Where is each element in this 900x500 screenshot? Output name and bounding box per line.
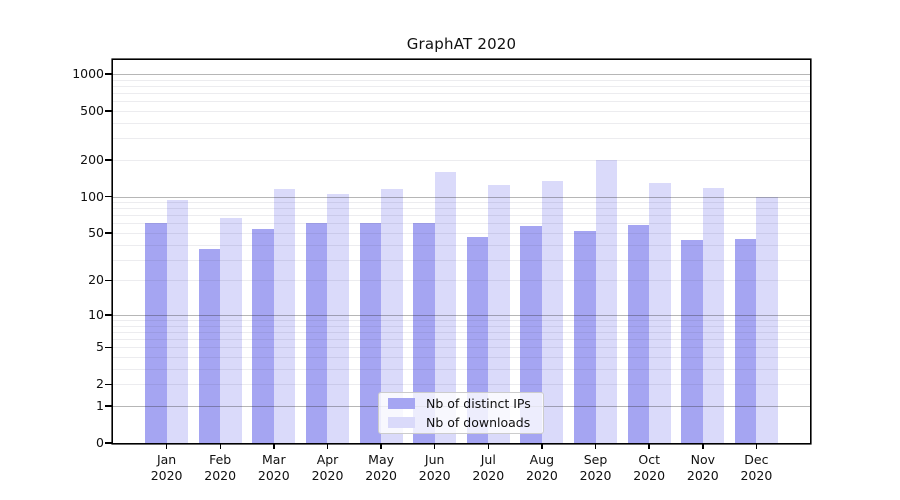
y-tick-mark	[105, 346, 112, 349]
grid-line-minor	[113, 93, 810, 94]
x-tick-label-jul: Jul 2020	[472, 452, 505, 483]
plot-area	[113, 60, 810, 443]
x-tick-label-sep: Sep 2020	[579, 452, 612, 483]
legend-item-distinct-ips: Nb of distinct IPs	[379, 396, 543, 411]
bar-downloads-aug	[541, 181, 564, 443]
x-tick-label-may: May 2020	[365, 452, 397, 483]
grid-line-major	[113, 74, 810, 75]
legend-item-downloads: Nb of downloads	[379, 415, 543, 430]
bar-ips-mar	[252, 229, 274, 443]
y-tick-mark	[105, 442, 112, 444]
x-tick-mark	[755, 444, 758, 449]
x-tick-label-dec: Dec 2020	[740, 452, 773, 483]
bar-ips-sep	[574, 230, 596, 443]
y-tick-mark	[105, 73, 112, 75]
x-tick-label-apr: Apr 2020	[311, 452, 344, 483]
x-tick-mark	[648, 444, 650, 449]
x-tick-mark	[165, 444, 168, 449]
x-tick-mark	[541, 444, 543, 449]
x-tick-mark	[273, 444, 275, 449]
bar-ips-dec	[734, 238, 757, 443]
x-tick-mark	[594, 444, 597, 449]
x-tick-label-jun: Jun 2020	[418, 452, 451, 483]
bar-ips-jan	[145, 222, 167, 443]
y-tick-label: 20	[88, 272, 104, 288]
y-tick-label: 5	[96, 339, 104, 355]
y-tick-label: 0	[96, 435, 104, 450]
x-tick-mark	[702, 444, 704, 449]
y-tick-mark	[105, 159, 112, 161]
legend-label-distinct-ips: Nb of distinct IPs	[426, 396, 531, 411]
x-tick-label-oct: Oct 2020	[633, 452, 666, 483]
bar-downloads-jun	[434, 172, 457, 443]
legend-swatch-ips-icon	[388, 398, 415, 409]
grid-line-minor	[113, 159, 810, 161]
chart-title: GraphAT 2020	[406, 35, 517, 53]
y-tick-mark	[105, 314, 112, 316]
grid-line-minor	[113, 111, 810, 112]
bar-ips-apr	[305, 222, 328, 443]
y-tick-mark	[105, 279, 112, 282]
bar-ips-jun	[413, 223, 435, 443]
y-tick-label: 50	[88, 225, 104, 240]
y-tick-label: 100	[80, 188, 104, 204]
bar-downloads-apr	[327, 194, 349, 443]
legend-swatch-downloads-icon	[388, 417, 415, 428]
y-tick-mark	[105, 405, 112, 407]
y-tick-label: 200	[80, 151, 104, 167]
x-tick-label-jan: Jan 2020	[150, 452, 183, 483]
bar-ips-nov	[681, 239, 703, 443]
x-tick-label-aug: Aug 2020	[525, 452, 558, 483]
legend-label-downloads: Nb of downloads	[426, 415, 531, 430]
y-tick-label: 1	[96, 398, 104, 413]
bar-ips-may	[359, 223, 382, 443]
bar-downloads-nov	[702, 188, 725, 443]
bar-downloads-dec	[756, 196, 778, 443]
x-tick-label-mar: Mar 2020	[257, 452, 290, 483]
bar-ips-aug	[520, 226, 542, 443]
bar-downloads-oct	[649, 183, 671, 443]
x-tick-mark	[433, 444, 436, 449]
y-tick-mark	[105, 110, 112, 112]
x-tick-label-feb: Feb 2020	[204, 452, 237, 483]
y-tick-label: 1000	[72, 66, 104, 81]
bar-downloads-jul	[488, 184, 510, 443]
y-tick-label: 10	[88, 306, 104, 322]
x-tick-mark	[487, 444, 490, 449]
grid-line-minor	[113, 138, 810, 140]
x-tick-label-nov: Nov 2020	[686, 452, 719, 483]
bar-downloads-feb	[220, 218, 242, 443]
bar-downloads-may	[381, 189, 403, 443]
y-tick-mark	[105, 383, 112, 386]
x-tick-mark	[219, 444, 221, 449]
bar-downloads-mar	[273, 189, 296, 443]
y-tick-label: 500	[80, 103, 104, 118]
y-tick-label: 2	[96, 376, 104, 392]
y-tick-mark	[105, 195, 112, 198]
x-tick-mark	[326, 444, 329, 449]
bar-downloads-sep	[595, 160, 618, 443]
grid-line-minor	[113, 122, 810, 124]
bar-downloads-jan	[166, 199, 189, 443]
grid-line-minor	[113, 101, 810, 103]
bar-ips-feb	[198, 248, 221, 443]
x-tick-mark	[380, 444, 382, 449]
bar-ips-oct	[627, 225, 650, 443]
grid-line-minor	[113, 85, 810, 87]
bar-ips-jul	[466, 237, 489, 443]
grid-line-minor	[113, 79, 810, 81]
y-tick-mark	[105, 232, 112, 234]
legend: Nb of distinct IPs Nb of downloads	[378, 392, 544, 434]
